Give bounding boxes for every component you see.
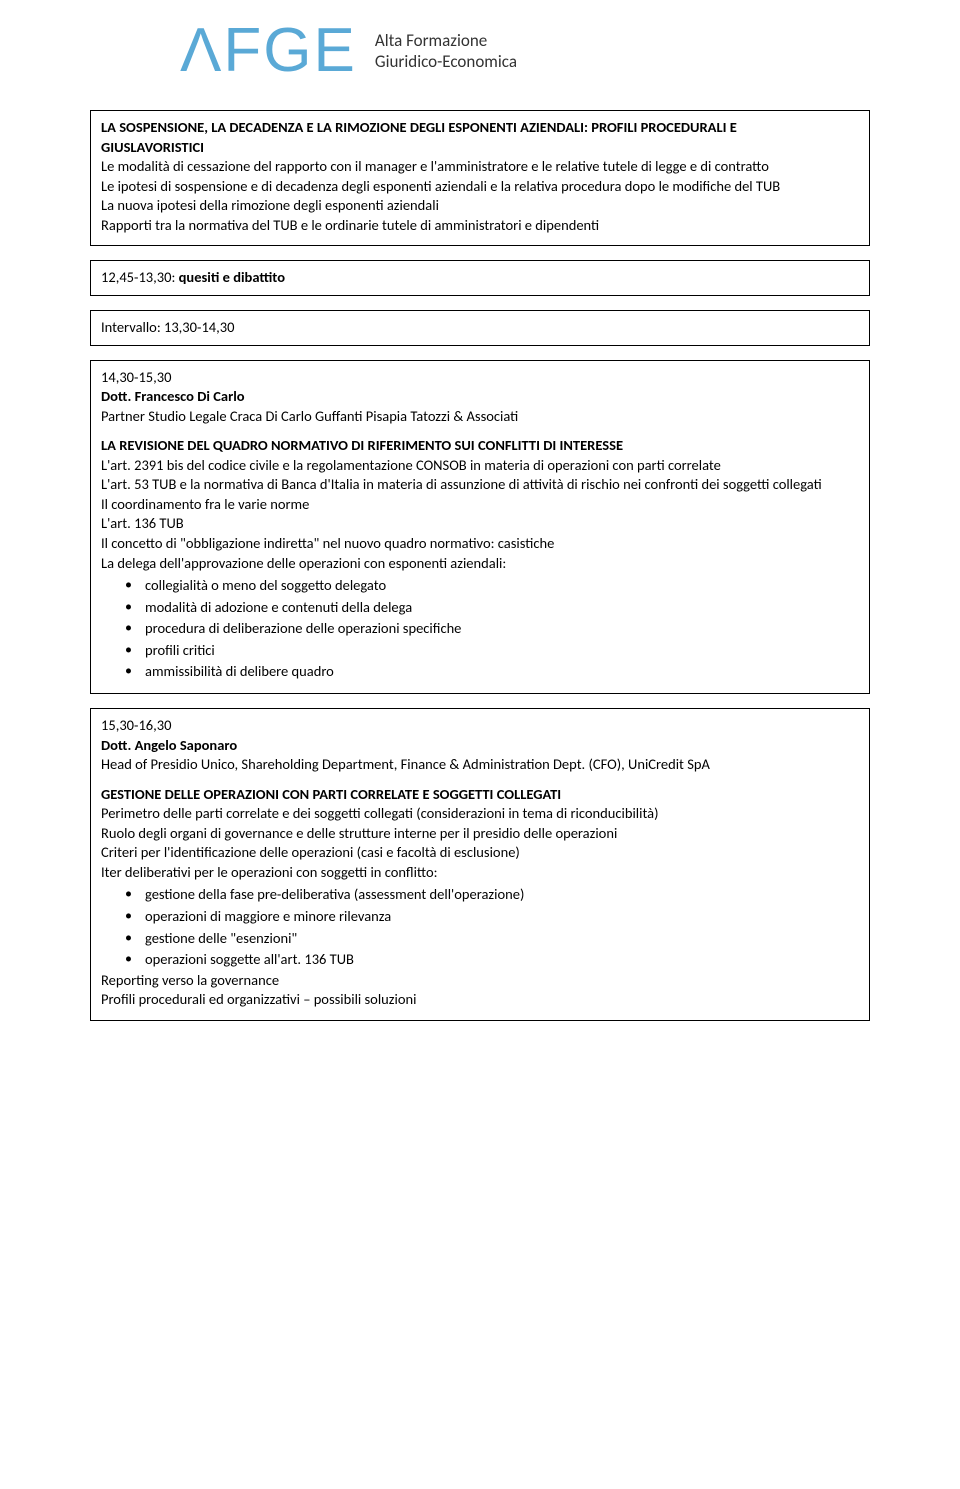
time: 15,30-16,30 xyxy=(101,716,859,736)
bullet-list: collegialità o meno del soggetto delegat… xyxy=(101,575,859,683)
para: Le ipotesi di sospensione e di decadenza… xyxy=(101,177,859,197)
section-quesiti: 12,45-13,30: quesiti e dibattito xyxy=(90,260,870,296)
list-item: collegialità o meno del soggetto delegat… xyxy=(145,575,859,597)
section-title-line1: LA SOSPENSIONE, LA DECADENZA E LA RIMOZI… xyxy=(101,118,859,138)
time-label: 12,45-13,30: quesiti e dibattito xyxy=(101,268,285,286)
spacer xyxy=(101,426,859,436)
list-item: operazioni di maggiore e minore rilevanz… xyxy=(145,906,859,928)
para: Ruolo degli organi di governance e delle… xyxy=(101,824,859,844)
para: Criteri per l'identificazione delle oper… xyxy=(101,843,859,863)
section-title: GESTIONE DELLE OPERAZIONI CON PARTI CORR… xyxy=(101,785,859,805)
para: L'art. 2391 bis del codice civile e la r… xyxy=(101,456,859,476)
para: Le modalità di cessazione del rapporto c… xyxy=(101,157,859,177)
list-item: profili critici xyxy=(145,640,859,662)
time: 14,30-15,30 xyxy=(101,368,859,388)
label: quesiti e dibattito xyxy=(179,268,285,286)
para: L'art. 136 TUB xyxy=(101,514,859,534)
intervallo-text: Intervallo: 13,30-14,30 xyxy=(101,318,234,336)
para: Perimetro delle parti correlate e dei so… xyxy=(101,804,859,824)
para: Il concetto di "obbligazione indiretta" … xyxy=(101,534,859,554)
role: Head of Presidio Unico, Shareholding Dep… xyxy=(101,755,859,775)
list-item: gestione delle "esenzioni" xyxy=(145,928,859,950)
logo: ΛFGE Alta Formazione Giuridico-Economica xyxy=(180,20,870,82)
section-title: LA REVISIONE DEL QUADRO NORMATIVO DI RIF… xyxy=(101,436,859,456)
section-intervallo: Intervallo: 13,30-14,30 xyxy=(90,310,870,346)
para: Reporting verso la governance xyxy=(101,971,859,991)
speaker: Dott. Francesco Di Carlo xyxy=(101,387,859,407)
logo-tagline: Alta Formazione Giuridico-Economica xyxy=(375,30,517,73)
list-item: procedura di deliberazione delle operazi… xyxy=(145,618,859,640)
para: Iter deliberativi per le operazioni con … xyxy=(101,863,859,883)
para: Profili procedurali ed organizzativi – p… xyxy=(101,990,859,1010)
section-title-line2: GIUSLAVORISTICI xyxy=(101,138,859,158)
section-gestione: 15,30-16,30 Dott. Angelo Saponaro Head o… xyxy=(90,708,870,1021)
section-revisione: 14,30-15,30 Dott. Francesco Di Carlo Par… xyxy=(90,360,870,694)
spacer xyxy=(101,775,859,785)
logo-tag-line2: Giuridico-Economica xyxy=(375,51,517,72)
para: Rapporti tra la normativa del TUB e le o… xyxy=(101,216,859,236)
list-item: gestione della fase pre-deliberativa (as… xyxy=(145,884,859,906)
para: Il coordinamento fra le varie norme xyxy=(101,495,859,515)
para: La delega dell'approvazione delle operaz… xyxy=(101,554,859,574)
bullet-list: gestione della fase pre-deliberativa (as… xyxy=(101,884,859,970)
para: L'art. 53 TUB e la normativa di Banca d'… xyxy=(101,475,859,495)
section-sospensione: LA SOSPENSIONE, LA DECADENZA E LA RIMOZI… xyxy=(90,110,870,246)
logo-tag-line1: Alta Formazione xyxy=(375,30,517,51)
list-item: modalità di adozione e contenuti della d… xyxy=(145,597,859,619)
role: Partner Studio Legale Craca Di Carlo Guf… xyxy=(101,407,859,427)
speaker: Dott. Angelo Saponaro xyxy=(101,736,859,756)
list-item: ammissibilità di delibere quadro xyxy=(145,661,859,683)
list-item: operazioni soggette all'art. 136 TUB xyxy=(145,949,859,971)
logo-mark: ΛFGE xyxy=(180,20,357,82)
para: La nuova ipotesi della rimozione degli e… xyxy=(101,196,859,216)
